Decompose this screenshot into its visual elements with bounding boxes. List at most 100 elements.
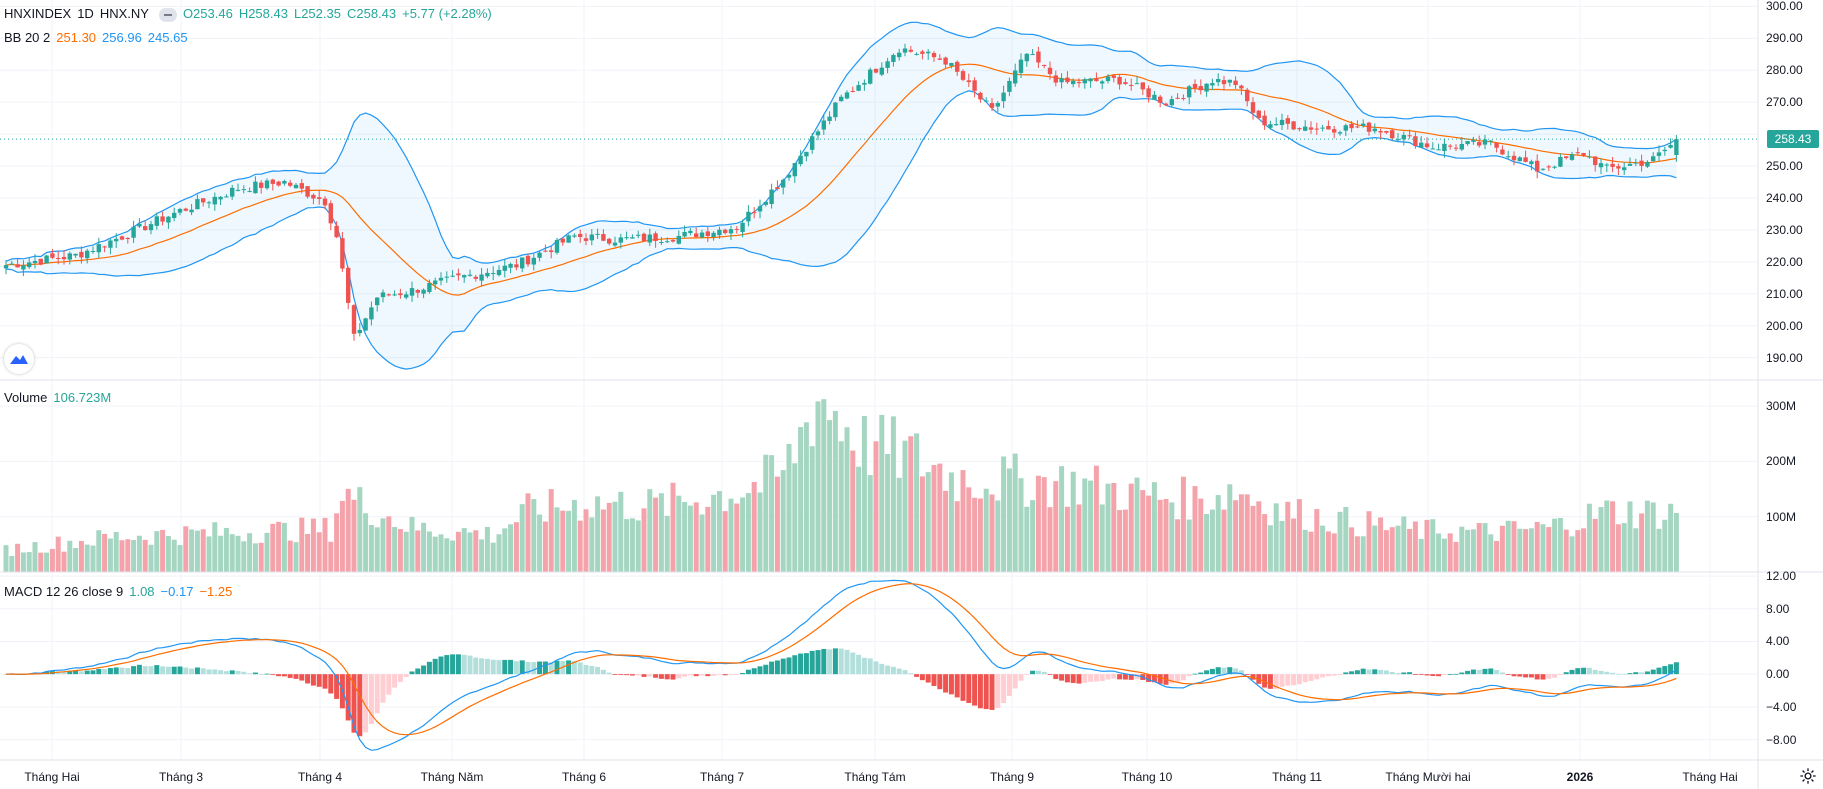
price-tick-label: 200.00 [1766, 318, 1803, 333]
interval-label[interactable]: 1D [77, 6, 94, 21]
macd-histogram-bar [1041, 671, 1047, 675]
candle-body [525, 255, 531, 265]
volume-bar [745, 493, 751, 572]
volume-bar [357, 487, 363, 572]
exchange-label: HNX.NY [99, 6, 149, 21]
candle-body [1593, 156, 1598, 166]
macd-histogram-bar [1012, 674, 1018, 689]
candle-body [1239, 85, 1244, 89]
time-tick-label: Tháng Hai [1682, 770, 1738, 784]
volume-bar [247, 533, 253, 572]
candle-body [322, 198, 328, 206]
volume-bar [1459, 526, 1465, 572]
macd-histogram-bar [177, 666, 183, 675]
macd-histogram-bar [1076, 674, 1082, 684]
candle-body [1506, 156, 1511, 158]
macd-histogram-bar [925, 674, 931, 683]
candle-body [1651, 156, 1656, 162]
macd-histogram-bar [160, 666, 166, 675]
candle-body [96, 244, 101, 253]
candle-body [1540, 168, 1546, 170]
candle-body [856, 85, 861, 91]
macd-histogram-bar [1030, 670, 1036, 675]
time-tick-label: Tháng 4 [297, 770, 343, 784]
macd-histogram-bar [218, 670, 224, 675]
volume-bar [218, 535, 224, 572]
volume-bar [1673, 513, 1679, 572]
macd-histogram-bar [798, 653, 804, 675]
macd-histogram-bar [1047, 674, 1053, 675]
candle-body [357, 329, 362, 334]
volume-bar [1117, 510, 1123, 572]
candle-body [1163, 103, 1169, 106]
settings-gear-icon[interactable] [1799, 767, 1817, 785]
volume-bar [322, 517, 328, 572]
candle-body [90, 250, 96, 252]
last-price-tag: 258.43 [1767, 130, 1819, 149]
macd-histogram-bar [525, 661, 531, 675]
volume-bar [136, 535, 142, 572]
volume-bar [1308, 531, 1314, 572]
macd-histogram-bar [1343, 672, 1349, 675]
macd-histogram-bar [212, 669, 218, 675]
volume-bar [1656, 528, 1662, 572]
volume-bar [699, 514, 705, 572]
candle-body [1314, 128, 1319, 130]
candle-body [1488, 140, 1493, 142]
candle-body [438, 277, 444, 281]
macd-histogram-bar [1198, 672, 1204, 675]
candle-body [641, 233, 647, 241]
volume-bar [931, 465, 937, 572]
macd-histogram-bar [1476, 669, 1482, 675]
candle-body [32, 260, 38, 264]
macd-histogram-bar [1395, 672, 1401, 675]
candle-body [1511, 155, 1517, 161]
candle-body [1042, 64, 1047, 66]
macd-histogram-bar [189, 668, 195, 675]
volume-bar [113, 531, 119, 572]
candle-body [183, 208, 188, 211]
macd-histogram-bar [653, 674, 659, 678]
candle-body [462, 275, 467, 278]
macd-histogram-bar [861, 657, 867, 675]
symbol-name[interactable]: HNXINDEX [4, 6, 72, 21]
candle-body [119, 236, 125, 240]
macd-histogram-bar [954, 674, 960, 698]
volume-bar [977, 498, 983, 572]
collapse-legend-button[interactable] [158, 7, 177, 22]
candle-body [1587, 156, 1592, 158]
tradingview-logo[interactable] [4, 344, 34, 374]
macd-legend[interactable]: MACD 12 26 close 9 1.08 −0.17 −1.25 [4, 584, 238, 599]
volume-bar [3, 545, 9, 572]
macd-histogram-bar [1494, 669, 1500, 675]
volume-bar [1540, 524, 1546, 572]
candle-body [1088, 78, 1093, 82]
volume-bar [1494, 540, 1500, 572]
candle-body [427, 283, 432, 293]
macd-histogram-bar [281, 674, 287, 677]
volume-bar [345, 488, 351, 572]
macd-histogram-bar [1557, 674, 1563, 675]
macd-histogram-bar [1209, 668, 1215, 675]
volume-bar [786, 443, 792, 572]
volume-bar [856, 466, 862, 572]
candle-body [1245, 89, 1250, 102]
volume-bar [937, 463, 943, 572]
candle-body [1065, 77, 1070, 83]
macd-histogram-bar [1470, 669, 1476, 675]
volume-legend[interactable]: Volume 106.723M [4, 390, 117, 405]
bb-legend[interactable]: BB 20 2 251.30 256.96 245.65 [4, 30, 194, 45]
macd-histogram-bar [1035, 670, 1041, 675]
candle-body [1129, 84, 1134, 86]
volume-bar [1215, 495, 1221, 572]
macd-histogram-bar [444, 655, 450, 675]
candle-body [885, 61, 890, 68]
volume-value: 106.723M [53, 390, 112, 405]
macd-histogram-bar [647, 674, 653, 677]
volume-bar [38, 552, 44, 572]
volume-bar [571, 499, 577, 572]
macd-histogram-bar [229, 670, 235, 675]
macd-histogram-bar [136, 664, 142, 675]
